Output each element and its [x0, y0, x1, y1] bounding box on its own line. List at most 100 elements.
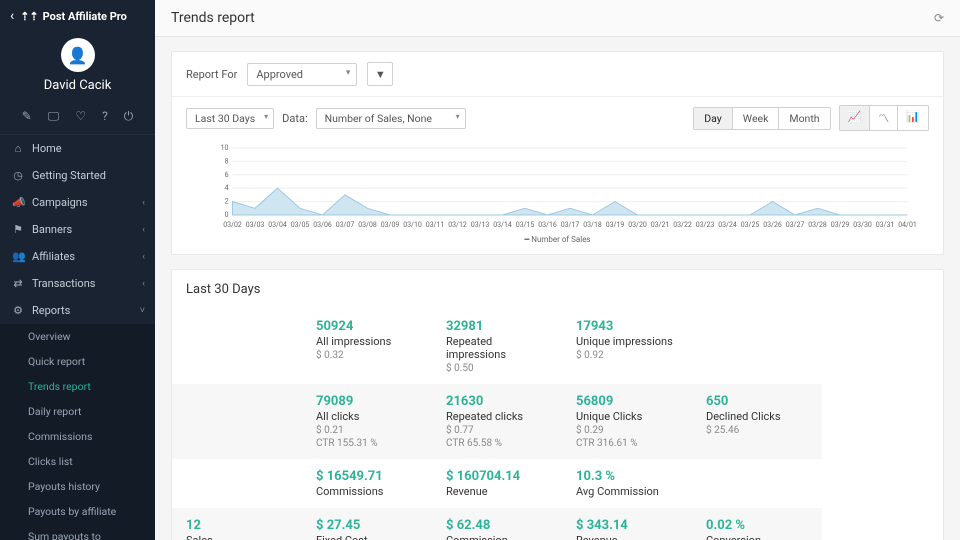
nav-item-home[interactable]: ⌂Home — [0, 135, 155, 162]
nav-item-banners[interactable]: ⚑Banners‹ — [0, 216, 155, 243]
stat-value: 21630 — [446, 394, 548, 409]
sub-overview[interactable]: Overview — [0, 324, 155, 349]
sub-daily-report[interactable]: Daily report — [0, 399, 155, 424]
help-icon[interactable]: ? — [102, 109, 108, 124]
svg-text:03/26: 03/26 — [763, 221, 782, 229]
time-segment: Day Week Month — [693, 107, 830, 130]
refresh-icon[interactable]: ⟳ — [934, 11, 944, 25]
nav-icon: ◷ — [12, 169, 24, 182]
svg-text:03/09: 03/09 — [381, 221, 400, 229]
seg-week[interactable]: Week — [733, 108, 780, 129]
sub-quick-report[interactable]: Quick report — [0, 349, 155, 374]
nav-item-getting-started[interactable]: ◷Getting Started — [0, 162, 155, 189]
nav-item-affiliates[interactable]: 👥Affiliates‹ — [0, 243, 155, 270]
stat-cell: 12Sales — [172, 508, 302, 540]
svg-text:03/23: 03/23 — [696, 221, 715, 229]
data-select[interactable]: Number of Sales, None — [316, 108, 466, 129]
sub-trends-report[interactable]: Trends report — [0, 374, 155, 399]
stat-sub: $ 25.46 — [706, 425, 808, 436]
chevron-icon: ‹ — [142, 279, 145, 289]
svg-text:4: 4 — [225, 184, 229, 192]
nav-item-transactions[interactable]: ⇄Transactions‹ — [0, 270, 155, 297]
stat-cell: $ 160704.14Revenue — [432, 459, 562, 508]
stat-label: Repeated impressions — [446, 335, 548, 361]
edit-icon[interactable]: ✎ — [22, 109, 32, 124]
stat-value: 12 — [186, 518, 288, 533]
stat-label: Commissions — [316, 485, 418, 498]
stat-sub: $ 0.92 — [576, 350, 678, 361]
stat-cell: $ 16549.71Commissions — [302, 459, 432, 508]
sidebar: ‹ ⇡⇡ Post Affiliate Pro 👤 David Cacik ✎ … — [0, 0, 155, 540]
nav-item-campaigns[interactable]: 📣Campaigns‹ — [0, 189, 155, 216]
power-icon[interactable]: ⏻ — [124, 109, 134, 124]
nav-icon: ⚙ — [12, 304, 24, 317]
svg-text:03/24: 03/24 — [718, 221, 737, 229]
svg-text:03/29: 03/29 — [831, 221, 850, 229]
range-select[interactable]: Last 30 Days — [186, 108, 274, 129]
stat-cell: 56809Unique Clicks$ 0.29CTR 316.61 % — [562, 384, 692, 459]
logo-icon: ⇡⇡ — [20, 10, 38, 23]
chart-legend: ━ Number of Sales — [186, 235, 929, 244]
stat-sub2: CTR 155.31 % — [316, 438, 418, 449]
stat-value: $ 160704.14 — [446, 469, 548, 484]
trends-chart: 024681003/0203/0303/0403/0503/0603/0703/… — [186, 143, 929, 233]
svg-text:03/30: 03/30 — [853, 221, 872, 229]
svg-text:03/22: 03/22 — [673, 221, 692, 229]
svg-text:03/06: 03/06 — [313, 221, 332, 229]
stat-label: Revenue — [576, 534, 678, 540]
sub-commissions[interactable]: Commissions — [0, 424, 155, 449]
stat-cell: $ 62.48Commissionavg $ 5.21 — [432, 508, 562, 540]
stat-cell — [172, 384, 302, 459]
heart-icon[interactable]: ♡ — [75, 109, 86, 124]
report-for-select[interactable]: Approved — [247, 63, 357, 86]
stat-label: Avg Commission — [576, 485, 678, 498]
stats-card: Last 30 Days 50924All impressions$ 0.32 3… — [171, 269, 944, 540]
stat-sub2: CTR 316.61 % — [576, 438, 678, 449]
stat-cell — [692, 309, 822, 384]
seg-month[interactable]: Month — [779, 108, 829, 129]
sub-clicks-list[interactable]: Clicks list — [0, 449, 155, 474]
brand-text: Post Affiliate Pro — [43, 10, 127, 23]
stat-label: Repeated clicks — [446, 410, 548, 423]
data-label: Data: — [282, 112, 307, 125]
stat-cell: 50924All impressions$ 0.32 — [302, 309, 432, 384]
sub-payouts-history[interactable]: Payouts history — [0, 474, 155, 499]
stat-cell — [172, 459, 302, 508]
seg-day[interactable]: Day — [694, 108, 733, 129]
sub-payouts-by-affiliate[interactable]: Payouts by affiliate — [0, 499, 155, 524]
nav-item-reports[interactable]: ⚙Reports˅ — [0, 297, 155, 324]
avatar[interactable]: 👤 — [61, 38, 95, 72]
svg-text:03/19: 03/19 — [606, 221, 625, 229]
svg-text:03/03: 03/03 — [246, 221, 265, 229]
svg-text:2: 2 — [225, 198, 229, 206]
topbar: Trends report ⟳ — [155, 0, 960, 37]
area-chart-icon[interactable]: 📈 — [840, 106, 871, 130]
stats-title: Last 30 Days — [172, 270, 943, 309]
stat-sub2: CTR 65.58 % — [446, 438, 548, 449]
stat-value: $ 62.48 — [446, 518, 548, 533]
line-chart-icon[interactable]: 〽 — [870, 106, 898, 130]
sub-sum-payouts-to-affiliates[interactable]: Sum payouts to affiliates — [0, 524, 155, 540]
screen-icon[interactable]: 🖵 — [48, 109, 60, 124]
back-icon[interactable]: ‹ — [10, 8, 14, 24]
stats-grid: 50924All impressions$ 0.3232981Repeated … — [172, 309, 943, 540]
nav-icon: ⚑ — [12, 223, 24, 236]
stat-label: Unique Clicks — [576, 410, 678, 423]
chart-type-icons: 📈 〽 📊 — [839, 105, 929, 131]
svg-text:03/11: 03/11 — [426, 221, 445, 229]
stat-sub: $ 0.77 — [446, 425, 548, 436]
stat-cell: $ 343.14Revenueavg $ 28.60 — [562, 508, 692, 540]
svg-text:03/20: 03/20 — [628, 221, 647, 229]
svg-text:03/25: 03/25 — [741, 221, 760, 229]
stat-value: 32981 — [446, 319, 548, 334]
stat-sub: $ 0.32 — [316, 350, 418, 361]
chevron-icon: ‹ — [142, 198, 145, 208]
stat-value: 50924 — [316, 319, 418, 334]
stat-label: Commission — [446, 534, 548, 540]
svg-text:03/15: 03/15 — [516, 221, 535, 229]
stat-label: Conversion — [706, 534, 808, 540]
svg-text:04/01: 04/01 — [898, 221, 917, 229]
filter-button[interactable]: ▼ — [367, 62, 393, 86]
bar-chart-icon[interactable]: 📊 — [898, 106, 928, 130]
svg-text:03/04: 03/04 — [268, 221, 287, 229]
